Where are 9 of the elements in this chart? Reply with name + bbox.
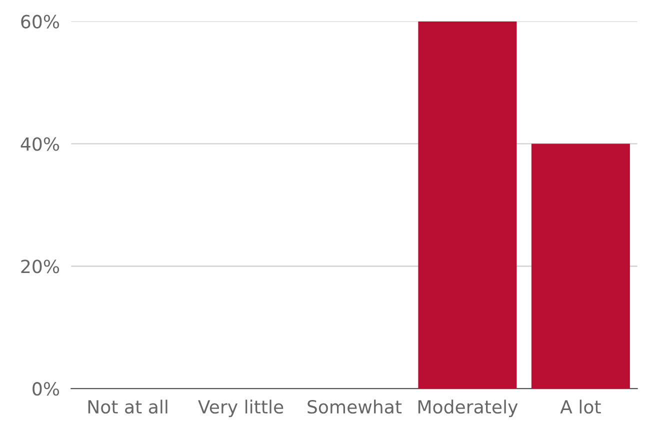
x-tick-label: Somewhat (308, 400, 402, 414)
x-tick-label: A lot (560, 400, 601, 414)
y-tick-label: 40% (20, 137, 60, 151)
y-tick-label: 0% (32, 382, 60, 396)
y-tick-label: 20% (21, 260, 60, 274)
x-tick-label: Moderately (418, 400, 518, 418)
x-tick-label: Not at all (88, 400, 168, 414)
x-tick-label: Very little (198, 400, 284, 418)
y-tick-label: 60% (21, 14, 60, 28)
